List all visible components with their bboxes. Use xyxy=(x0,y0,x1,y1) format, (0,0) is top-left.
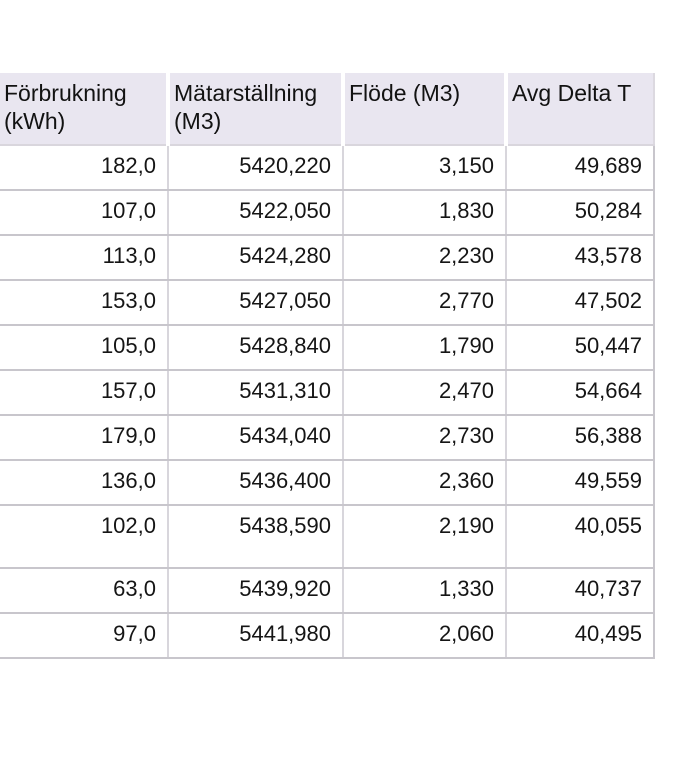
column-header-flode-m3: Flöde (M3) xyxy=(341,73,506,146)
table-cell: 47,502 xyxy=(505,280,655,326)
table-cell: 136,0 xyxy=(0,460,168,506)
table-cell: 1,330 xyxy=(342,568,506,614)
table-row: 157,0 5431,310 2,470 54,664 xyxy=(0,370,655,416)
table-cell: 97,0 xyxy=(0,613,168,659)
table-row: 107,0 5422,050 1,830 50,284 xyxy=(0,190,655,236)
table-cell: 5427,050 xyxy=(167,280,343,326)
table-row: 179,0 5434,040 2,730 56,388 xyxy=(0,415,655,461)
table-body: 182,0 5420,220 3,150 49,689 107,0 5422,050 1,8… xyxy=(0,145,655,659)
table-cell: 157,0 xyxy=(0,370,168,416)
table-cell: 5422,050 xyxy=(167,190,343,236)
table-cell: 40,495 xyxy=(505,613,655,659)
table-cell: 43,578 xyxy=(505,235,655,281)
table-cell: 1,830 xyxy=(342,190,506,236)
table-cell: 2,730 xyxy=(342,415,506,461)
table-cell: 107,0 xyxy=(0,190,168,236)
table-row: 105,0 5428,840 1,790 50,447 xyxy=(0,325,655,371)
table-cell: 56,388 xyxy=(505,415,655,461)
table-cell: 49,689 xyxy=(505,145,655,191)
table-row: 136,0 5436,400 2,360 49,559 xyxy=(0,460,655,506)
table-cell: 179,0 xyxy=(0,415,168,461)
table-cell: 2,190 xyxy=(342,505,506,569)
column-header-matarstallning-m3: Mätarställning (M3) xyxy=(166,73,343,146)
table-cell: 5436,400 xyxy=(167,460,343,506)
column-header-forbrukning-kwh: Förbrukning (kWh) xyxy=(0,73,168,146)
table-cell: 2,770 xyxy=(342,280,506,326)
table-row: 153,0 5427,050 2,770 47,502 xyxy=(0,280,655,326)
table-cell: 40,055 xyxy=(505,505,655,569)
table-cell: 54,664 xyxy=(505,370,655,416)
table-cell: 182,0 xyxy=(0,145,168,191)
column-header-avg-delta-t: Avg Delta T xyxy=(504,73,655,146)
table-row: 113,0 5424,280 2,230 43,578 xyxy=(0,235,655,281)
table-cell: 2,060 xyxy=(342,613,506,659)
table-cell: 63,0 xyxy=(0,568,168,614)
table-cell: 105,0 xyxy=(0,325,168,371)
table-cell: 3,150 xyxy=(342,145,506,191)
table-cell: 40,737 xyxy=(505,568,655,614)
table-cell: 102,0 xyxy=(0,505,168,569)
table-cell: 2,230 xyxy=(342,235,506,281)
header-row: Förbrukning (kWh) Mätarställning (M3) Fl… xyxy=(0,73,655,146)
table-cell: 5439,920 xyxy=(167,568,343,614)
table-row: 102,0 5438,590 2,190 40,055 xyxy=(0,505,655,569)
table-cell: 5424,280 xyxy=(167,235,343,281)
table-cell: 2,470 xyxy=(342,370,506,416)
table-cell: 50,447 xyxy=(505,325,655,371)
table-cell: 5438,590 xyxy=(167,505,343,569)
table-cell: 5434,040 xyxy=(167,415,343,461)
table-cell: 1,790 xyxy=(342,325,506,371)
table-cell: 153,0 xyxy=(0,280,168,326)
table-cell: 49,559 xyxy=(505,460,655,506)
table-row: 97,0 5441,980 2,060 40,495 xyxy=(0,613,655,659)
table-row: 63,0 5439,920 1,330 40,737 xyxy=(0,568,655,614)
table-row: 182,0 5420,220 3,150 49,689 xyxy=(0,145,655,191)
meter-readings-table: Förbrukning (kWh) Mätarställning (M3) Fl… xyxy=(0,73,655,659)
table-cell: 113,0 xyxy=(0,235,168,281)
table-cell: 2,360 xyxy=(342,460,506,506)
table-cell: 5431,310 xyxy=(167,370,343,416)
table-cell: 5420,220 xyxy=(167,145,343,191)
table-header: Förbrukning (kWh) Mätarställning (M3) Fl… xyxy=(0,73,655,146)
table-cell: 50,284 xyxy=(505,190,655,236)
table-cell: 5441,980 xyxy=(167,613,343,659)
table-cell: 5428,840 xyxy=(167,325,343,371)
